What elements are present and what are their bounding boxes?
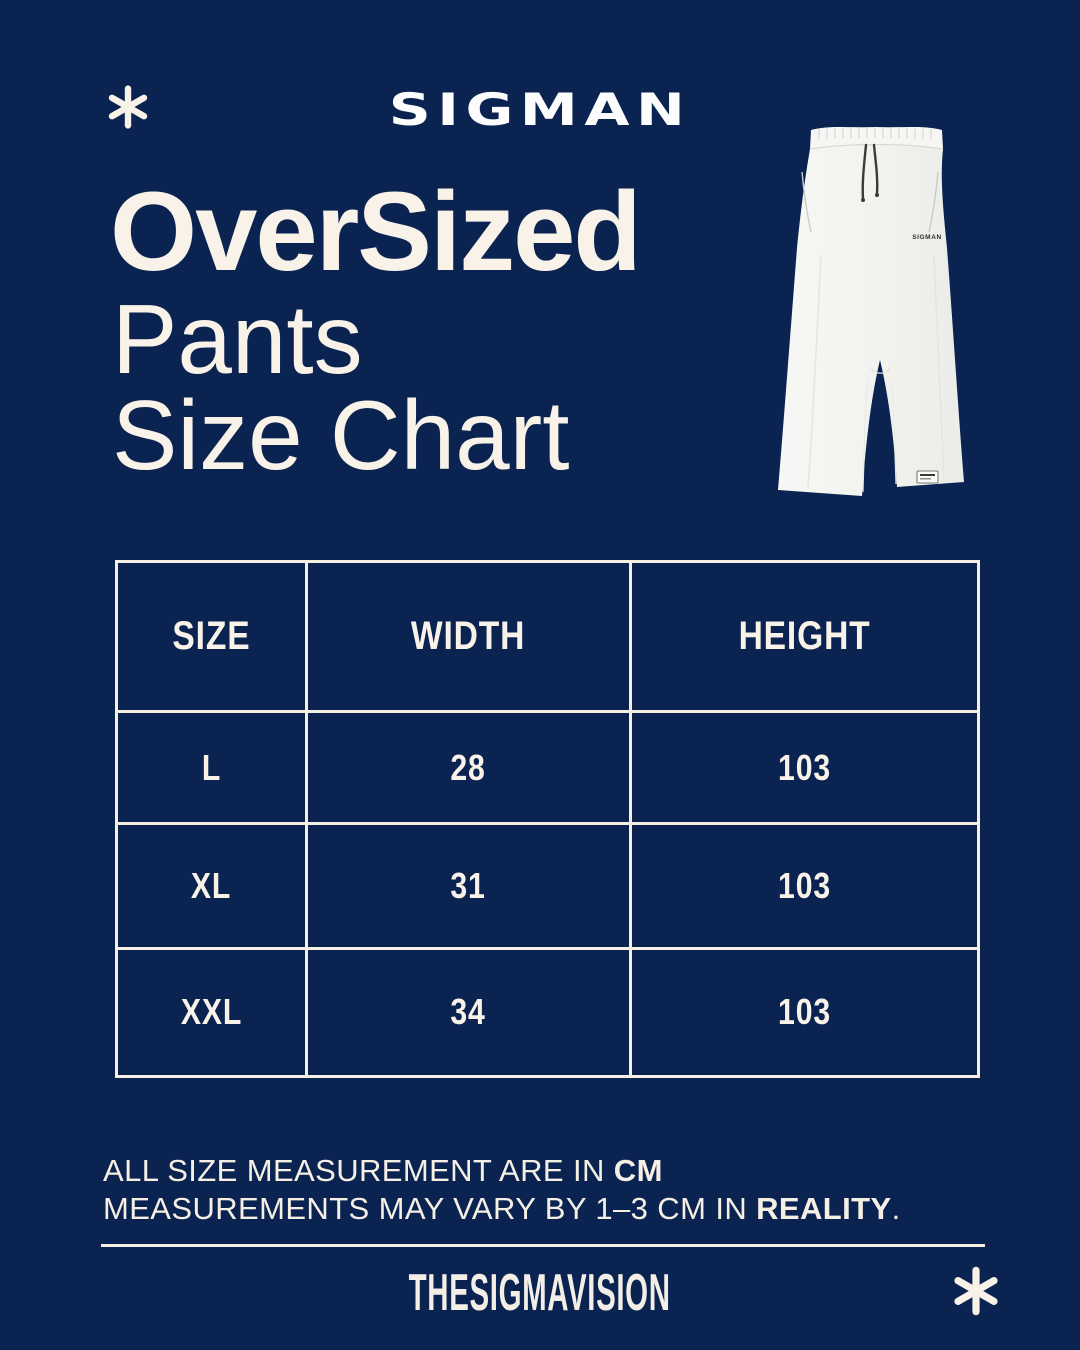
column-header-height: HEIGHT bbox=[629, 559, 980, 714]
note-line-2: MEASUREMENTS MAY VARY BY 1–3 CM IN REALI… bbox=[103, 1191, 901, 1226]
cell-height-xl: 103 bbox=[629, 822, 980, 950]
divider-line bbox=[101, 1244, 985, 1247]
brand-logo-text: SIGMAN bbox=[388, 84, 692, 136]
table-row: L 28 103 bbox=[115, 710, 980, 826]
brand-logo: SIGMAN bbox=[0, 84, 1080, 147]
size-chart-table: SIZE WIDTH HEIGHT L 28 103 XL 31 103 XXL… bbox=[115, 559, 980, 1079]
note-line-1-bold: CM bbox=[613, 1153, 663, 1188]
drawstring-tip bbox=[875, 193, 879, 197]
cell-size-xxl: XXL bbox=[115, 946, 308, 1079]
waistband-gathers bbox=[818, 128, 932, 139]
column-header-width: WIDTH bbox=[305, 559, 632, 714]
cell-size-xl: XL bbox=[115, 822, 308, 950]
cell-height-l: 103 bbox=[629, 710, 980, 826]
measurement-notes: ALL SIZE MEASUREMENT ARE IN CM MEASUREME… bbox=[103, 1152, 901, 1228]
page-title-line2: Pants bbox=[112, 284, 363, 394]
pocket-seams bbox=[801, 171, 939, 233]
drawstring bbox=[861, 143, 879, 201]
cell-width-xxl: 34 bbox=[305, 946, 632, 1079]
note-line-1: ALL SIZE MEASUREMENT ARE IN CM bbox=[103, 1153, 663, 1188]
column-header-size: SIZE bbox=[115, 559, 308, 714]
asterisk-icon bbox=[108, 85, 148, 129]
drawstring-tip bbox=[861, 198, 865, 202]
asterisk-icon bbox=[954, 1266, 998, 1316]
cell-width-l: 28 bbox=[305, 710, 632, 826]
waist-seam bbox=[810, 143, 943, 150]
table-row: XL 31 103 bbox=[115, 822, 980, 950]
cell-width-xl: 31 bbox=[305, 822, 632, 950]
table-header-row: SIZE WIDTH HEIGHT bbox=[115, 559, 980, 714]
fabric-creases bbox=[807, 254, 945, 493]
footer-logo: THESIGMAVISION bbox=[0, 1262, 1080, 1321]
pants-body bbox=[778, 143, 964, 496]
table-row: XXL 34 103 bbox=[115, 946, 980, 1079]
cell-size-l: L bbox=[115, 710, 308, 826]
footer-logo-text: THESIGMAVISION bbox=[409, 1263, 671, 1322]
pants-product-image: SIGMAN bbox=[778, 127, 964, 496]
pants-thigh-logo: SIGMAN bbox=[912, 234, 942, 241]
cell-height-xxl: 103 bbox=[629, 946, 980, 1079]
hem-label bbox=[916, 470, 939, 484]
page-title-bold: OverSized bbox=[110, 169, 642, 294]
note-line-2-bold: REALITY bbox=[756, 1191, 892, 1226]
page-title-line3: Size Chart bbox=[112, 380, 570, 490]
